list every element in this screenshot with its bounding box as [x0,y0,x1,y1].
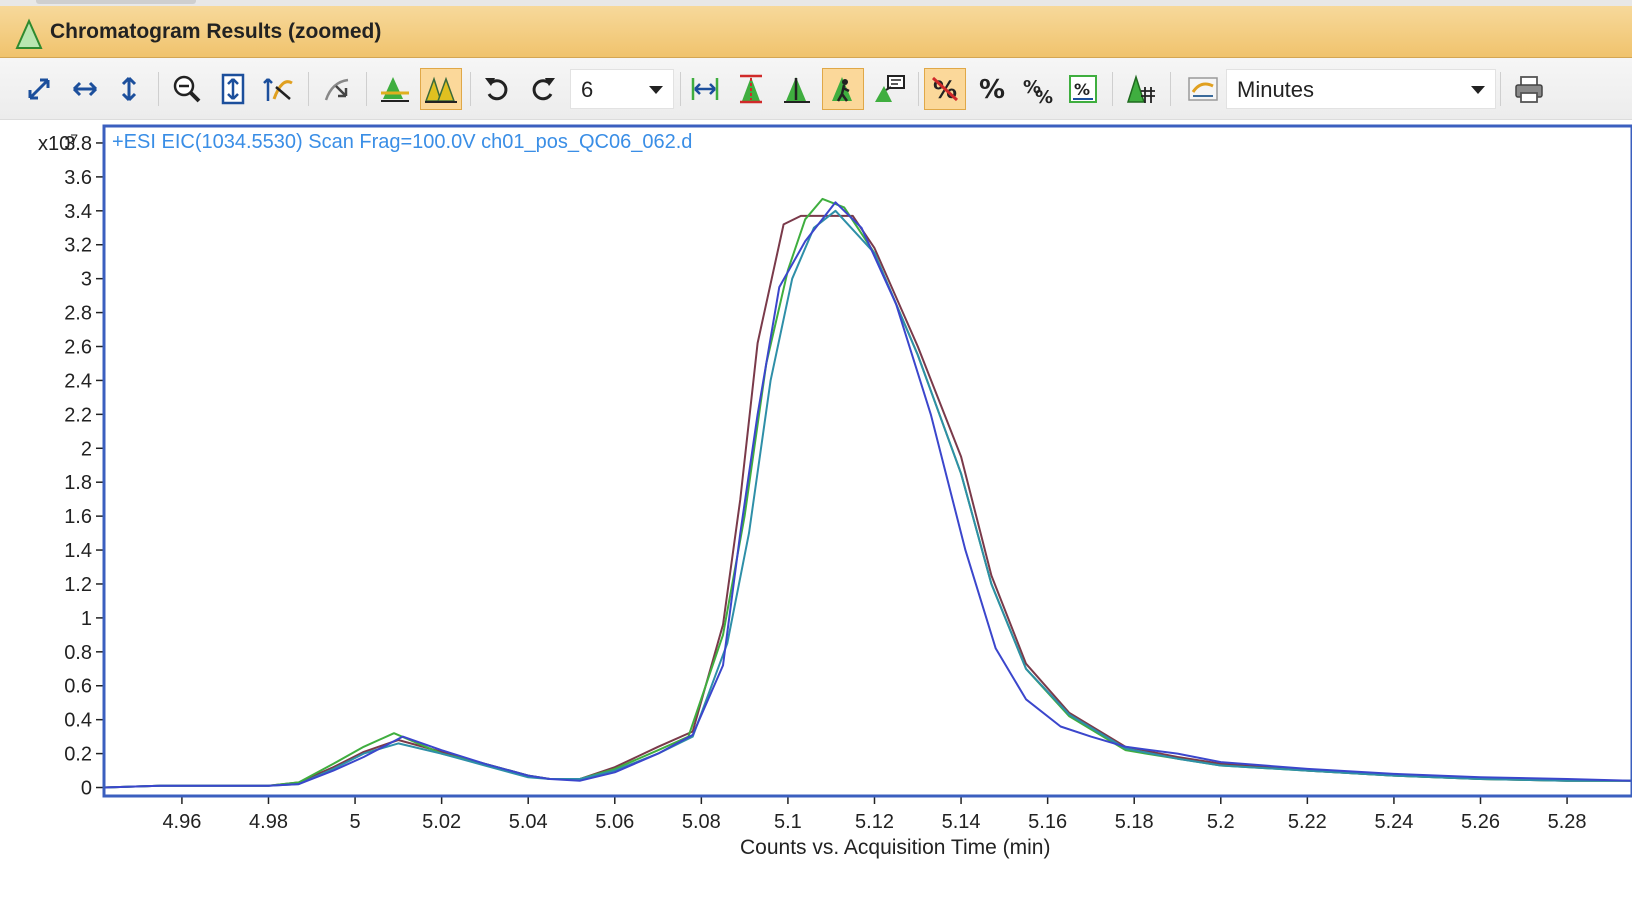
peak-label-icon[interactable] [776,68,818,110]
chevron-down-icon [649,86,663,94]
panel-title-bar: Chromatogram Results (zoomed) [0,6,1632,58]
autoscale-both-icon[interactable] [18,68,60,110]
y-scale-prefix: x10 [38,133,71,155]
eic-trace-4[interactable] [103,201,1632,789]
window-top-strip [0,0,1632,6]
svg-text:%: % [1023,77,1041,98]
chromatogram-icon [15,18,43,49]
percent-range-icon[interactable]: % [1062,68,1104,110]
toolbar-separator [1500,72,1501,106]
x-tick-label: 5.18 [1115,811,1154,833]
traces [103,197,1632,789]
eic-trace-3[interactable] [103,209,1632,789]
toolbar-separator [680,72,681,106]
x-units-select-value: Minutes [1237,77,1315,102]
y-tick-label: 0.2 [64,744,92,766]
chevron-down-icon [1471,86,1485,94]
x-tick-label: 4.98 [249,811,288,833]
x-tick-label: 5.16 [1028,811,1067,833]
percent-off-icon[interactable]: % [924,68,966,110]
toolbar-separator [1112,72,1113,106]
autoscale-y-icon[interactable] [108,68,150,110]
x-tick-label: 5.12 [855,811,894,833]
print-icon[interactable] [1508,68,1550,110]
svg-text:%: % [1035,87,1053,105]
percent-icon[interactable]: % [970,68,1012,110]
y-tick-label: 2.4 [64,370,92,392]
x-tick-label: 5.24 [1374,811,1413,833]
x-tick-label: 5.14 [942,811,981,833]
y-tick-label: 1 [81,608,92,630]
y-tick-label: 1.8 [64,472,92,494]
toolbar-separator [470,72,471,106]
trace-label: +ESI EIC(1034.5530) Scan Frag=100.0V ch0… [112,131,693,153]
y-tick-label: 3 [81,269,92,291]
x-units-select[interactable]: Minutes [1226,69,1496,109]
x-tick-label: 5.22 [1288,811,1327,833]
link-axes-icon[interactable] [258,68,300,110]
svg-text:%: % [979,75,1005,104]
y-tick-label: 0 [81,778,92,800]
x-tick-label: 5.1 [774,811,802,833]
undo-icon[interactable] [476,68,518,110]
y-tick-label: 0.6 [64,676,92,698]
count-select[interactable]: 6 [570,69,674,109]
overlay-peaks-icon[interactable] [420,68,462,110]
select-tool-icon[interactable] [316,68,358,110]
y-tick-label: 3.2 [64,235,92,257]
autoscale-x-icon[interactable] [64,68,106,110]
y-scale-factor: x107 [38,131,79,156]
y-scale-exponent: 7 [70,131,79,147]
percent-scale-icon[interactable]: %% [1016,68,1058,110]
toolbar-separator [1170,72,1171,106]
x-tick-label: 4.96 [162,811,201,833]
y-tick-label: 3.4 [64,201,92,223]
manual-integrate-icon[interactable] [822,68,864,110]
toolbar-separator [366,72,367,106]
y-tick-label: 0.4 [64,710,92,732]
x-tick-label: 5.08 [682,811,721,833]
redo-icon[interactable] [522,68,564,110]
x-tick-label: 5 [349,811,360,833]
y-tick-label: 1.6 [64,506,92,528]
y-tick-label: 1.4 [64,540,92,562]
y-tick-label: 1.2 [64,574,92,596]
y-tick-label: 2.6 [64,337,92,359]
zoom-out-icon[interactable] [166,68,208,110]
y-tick-label: 2 [81,438,92,460]
y-axis: 3.8 3.6 3.4 3.2 3 2.8 2.6 2.4 2.2 2 1.8 1.6 1.4 1.2 1 0… [64,133,104,800]
x-tick-label: 5.28 [1548,811,1587,833]
x-axis: 4.96 4.98 5 5.02 5.04 5.06 5.08 5.1 5.12 5.14 5.16… [162,796,1587,833]
x-tick-label: 5.06 [595,811,634,833]
x-tick-label: 5.04 [509,811,548,833]
y-tick-label: 2.8 [64,303,92,325]
chromatogram-plot[interactable]: 3.8 3.6 3.4 3.2 3 2.8 2.6 2.4 2.2 2 1.8 1.6 1.4 1.2 1 0… [0,120,1632,902]
plot-frame [102,124,1632,798]
y-tick-label: 3.8 [64,133,92,155]
eic-trace-2[interactable] [103,197,1632,789]
eic-trace-1[interactable] [103,214,1632,789]
peak-table-icon[interactable] [1120,68,1162,110]
x-tick-label: 5.26 [1461,811,1500,833]
x-tick-label: 5.02 [422,811,461,833]
svg-text:%: % [1074,80,1090,99]
toolbar-separator [918,72,919,106]
x-tick-label: 5.2 [1207,811,1235,833]
x-units-icon[interactable] [1182,68,1224,110]
x-axis-title: Counts vs. Acquisition Time (min) [740,836,1051,859]
toolbar-separator [308,72,309,106]
peak-height-icon[interactable] [730,68,772,110]
integrate-peak-icon[interactable] [374,68,416,110]
chart-toolbar: 6 % % %% % Minutes [0,58,1632,120]
toolbar-separator [158,72,159,106]
y-tick-label: 0.8 [64,642,92,664]
window-tab[interactable] [36,0,196,4]
count-select-value: 6 [581,77,594,102]
y-tick-label: 3.6 [64,167,92,189]
fit-y-icon[interactable] [212,68,254,110]
panel-title: Chromatogram Results (zoomed) [50,20,382,43]
peak-width-icon[interactable] [684,68,726,110]
annotate-icon[interactable] [868,68,910,110]
y-tick-label: 2.2 [64,404,92,426]
